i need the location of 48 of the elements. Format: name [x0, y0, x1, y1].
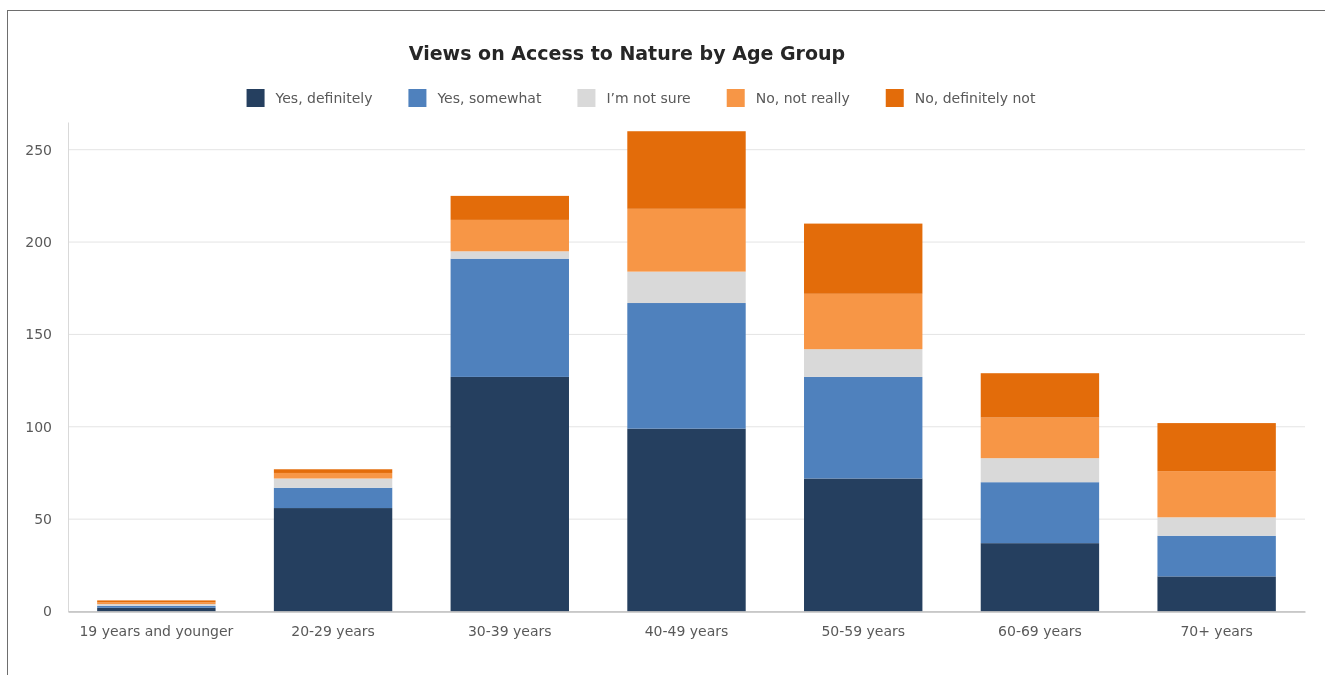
x-tick-label: 20-29 years	[291, 623, 375, 640]
bar	[450, 195, 569, 220]
bar	[804, 223, 923, 294]
bar	[804, 349, 923, 377]
bar	[980, 417, 1100, 459]
bar	[627, 131, 746, 209]
x-tick-label: 19 years and younger	[79, 623, 234, 640]
bar	[980, 373, 1100, 418]
legend-label: I’m not sure	[606, 89, 691, 106]
y-tick-label: 150	[25, 326, 52, 343]
bar	[450, 251, 569, 259]
bar	[1157, 423, 1276, 472]
y-tick-label: 0	[43, 603, 52, 620]
bar	[627, 303, 746, 429]
bar	[273, 478, 393, 488]
legend-label: No, definitely not	[914, 89, 1036, 106]
bar	[627, 428, 746, 612]
bar	[450, 219, 569, 252]
x-tick-label: 30-39 years	[467, 623, 552, 640]
bar	[450, 376, 569, 612]
bar	[1157, 471, 1276, 518]
bar	[627, 208, 746, 272]
bar	[273, 472, 393, 479]
bar	[273, 469, 393, 473]
bar	[804, 478, 923, 612]
y-tick-label: 100	[25, 418, 52, 435]
bar	[804, 376, 923, 479]
bar	[627, 271, 746, 304]
x-tick-label: 50-59 years	[821, 623, 906, 640]
y-tick-label: 50	[34, 511, 52, 528]
legend-label: Yes, somewhat	[436, 89, 542, 106]
bar	[273, 487, 393, 509]
bar	[980, 543, 1100, 612]
bar	[1157, 535, 1276, 577]
bar	[804, 293, 923, 350]
bar	[273, 508, 393, 612]
bar	[1157, 576, 1276, 612]
bar	[980, 458, 1100, 483]
x-tick-label: 40-49 years	[644, 623, 729, 640]
bar	[980, 482, 1100, 544]
legend-label: Yes, definitely	[274, 89, 373, 106]
y-tick-label: 250	[25, 141, 52, 158]
y-tick-label: 200	[25, 234, 52, 251]
legend-label: No, not really	[755, 89, 850, 106]
bar	[450, 258, 569, 377]
x-tick-label: 60-69 years	[998, 623, 1082, 640]
chart-title: Views on Access to Nature by Age Group	[408, 42, 846, 64]
x-tick-label: 70+ years	[1180, 623, 1253, 640]
